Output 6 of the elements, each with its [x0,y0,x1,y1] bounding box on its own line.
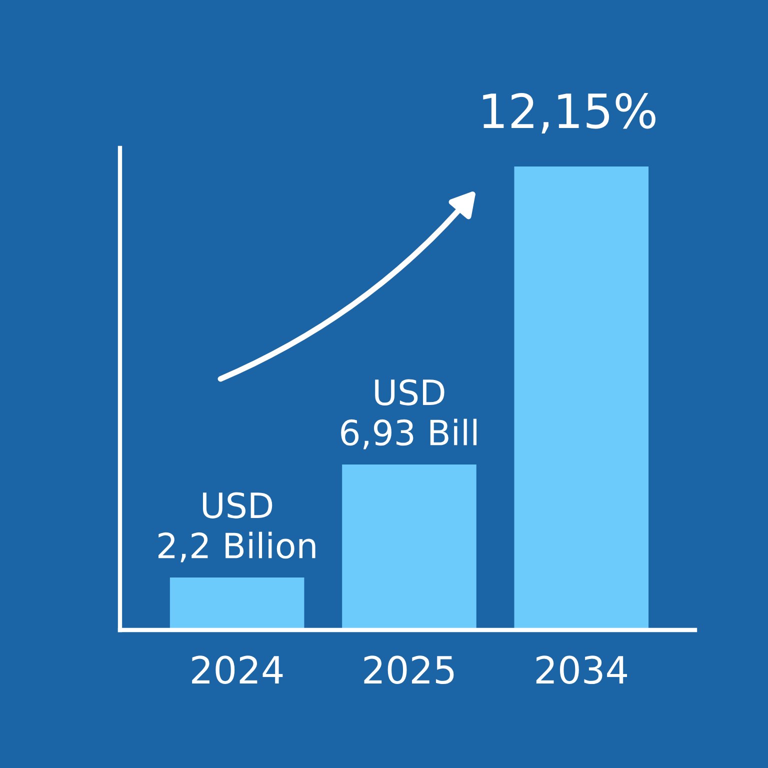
text: 12,15% [483,92,656,134]
x-tick-label: 2024 [192,656,283,684]
x-tick-label: 2025 [364,656,454,684]
x-tick-label: 2034 [536,656,627,684]
data-label: USD 6,93 Bill [341,379,477,450]
data-label: USD 2,2 Bilion [158,492,316,562]
